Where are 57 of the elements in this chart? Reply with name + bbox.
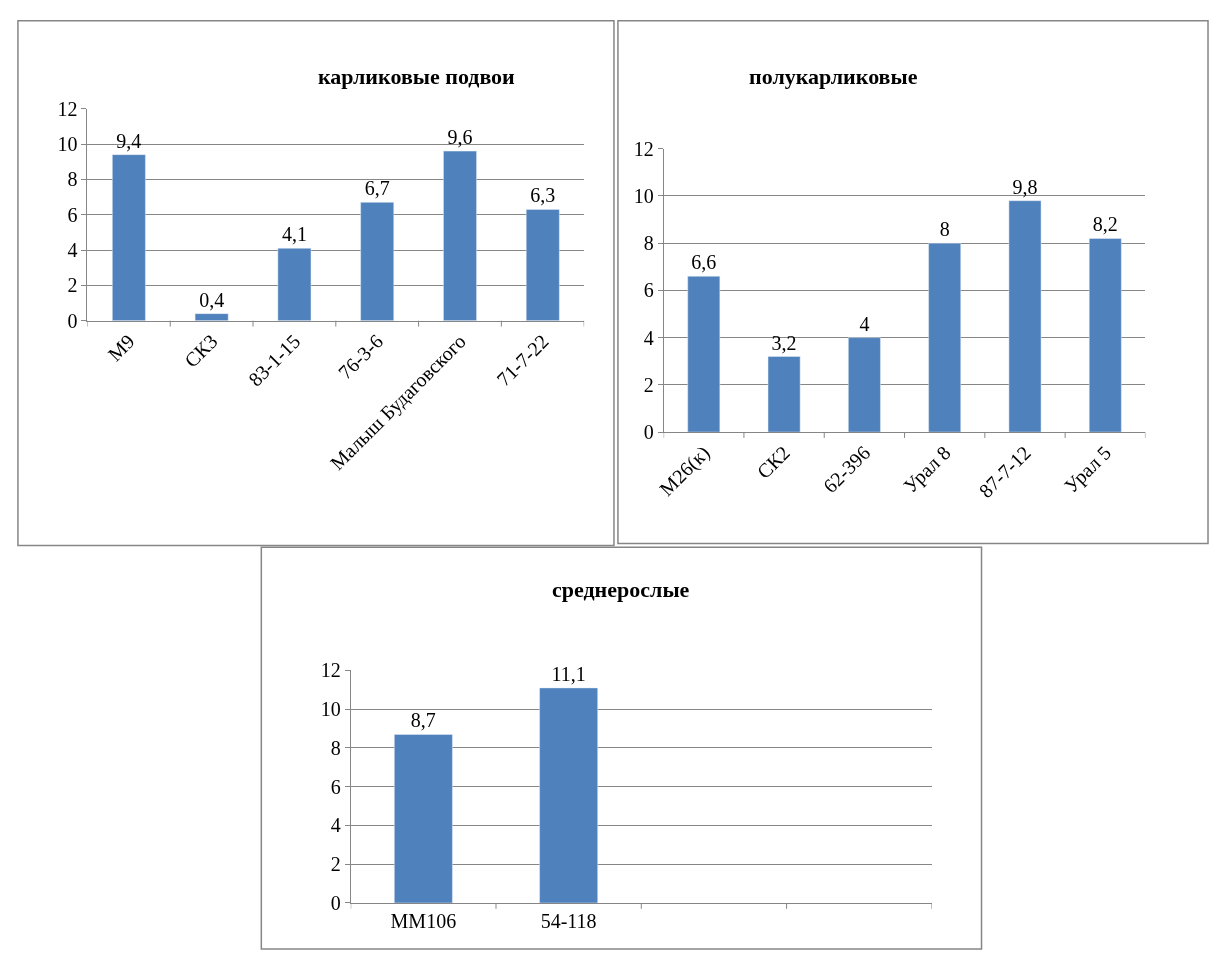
y-tick-label: 12 bbox=[320, 659, 341, 682]
data-label: 8,2 bbox=[1092, 213, 1118, 236]
data-label: 9,4 bbox=[116, 129, 142, 152]
data-label: 8,7 bbox=[410, 709, 436, 732]
y-tick-label: 12 bbox=[633, 137, 654, 160]
bar bbox=[1008, 200, 1042, 433]
y-tick-label: 2 bbox=[330, 853, 341, 876]
bar bbox=[1088, 238, 1122, 433]
data-label: 6,7 bbox=[364, 177, 390, 200]
data-label: 9,6 bbox=[447, 126, 473, 149]
y-tick-label: 4 bbox=[67, 239, 78, 262]
y-tick-label: 4 bbox=[330, 814, 341, 837]
bar bbox=[443, 150, 477, 321]
data-label: 11,1 bbox=[551, 662, 586, 685]
y-tick-label: 10 bbox=[320, 698, 341, 721]
y-tick-label: 6 bbox=[643, 279, 654, 302]
x-tick-label: Урал 8 bbox=[899, 441, 956, 498]
chart-title: полукарликовые bbox=[749, 64, 918, 89]
data-label: 6,6 bbox=[691, 251, 717, 274]
chart-title: карликовые подвои bbox=[318, 64, 516, 89]
y-tick-label: 8 bbox=[643, 232, 654, 255]
y-tick-label: 6 bbox=[67, 203, 78, 226]
bar bbox=[360, 202, 395, 321]
x-tick-label: СК3 bbox=[180, 330, 222, 372]
y-tick-label: 2 bbox=[643, 373, 654, 396]
x-tick-label: 54-118 bbox=[540, 909, 597, 932]
bar bbox=[928, 242, 961, 433]
bar bbox=[277, 248, 312, 321]
y-tick-label: 8 bbox=[67, 168, 78, 191]
bar bbox=[112, 154, 146, 321]
bar bbox=[525, 209, 560, 321]
y-tick-label: 0 bbox=[643, 421, 654, 444]
x-tick-label: СК2 bbox=[752, 441, 794, 483]
data-label: 4 bbox=[859, 312, 870, 335]
bar bbox=[848, 337, 881, 433]
x-tick-label: Урал 5 bbox=[1059, 441, 1116, 498]
data-label: 6,3 bbox=[530, 184, 556, 207]
y-tick-label: 10 bbox=[633, 184, 654, 207]
bar bbox=[194, 313, 229, 321]
x-tick-label: М9 bbox=[103, 330, 139, 366]
y-tick-label: 2 bbox=[67, 274, 78, 297]
y-tick-label: 6 bbox=[330, 775, 341, 798]
y-tick-label: 0 bbox=[330, 891, 341, 914]
data-label: 9,8 bbox=[1012, 175, 1038, 198]
y-tick-label: 8 bbox=[330, 736, 341, 759]
y-tick-label: 12 bbox=[57, 97, 78, 120]
chart-title: среднерослые bbox=[552, 577, 690, 602]
data-label: 3,2 bbox=[771, 331, 797, 354]
x-tick-label: ММ106 bbox=[390, 909, 457, 932]
data-label: 0,4 bbox=[199, 288, 225, 311]
data-label: 4,1 bbox=[281, 223, 307, 246]
y-tick-label: 4 bbox=[643, 326, 654, 349]
bar bbox=[687, 276, 721, 433]
data-label: 8 bbox=[939, 218, 950, 241]
y-tick-label: 0 bbox=[67, 309, 78, 332]
bar bbox=[767, 356, 801, 433]
y-tick-label: 10 bbox=[57, 133, 78, 156]
